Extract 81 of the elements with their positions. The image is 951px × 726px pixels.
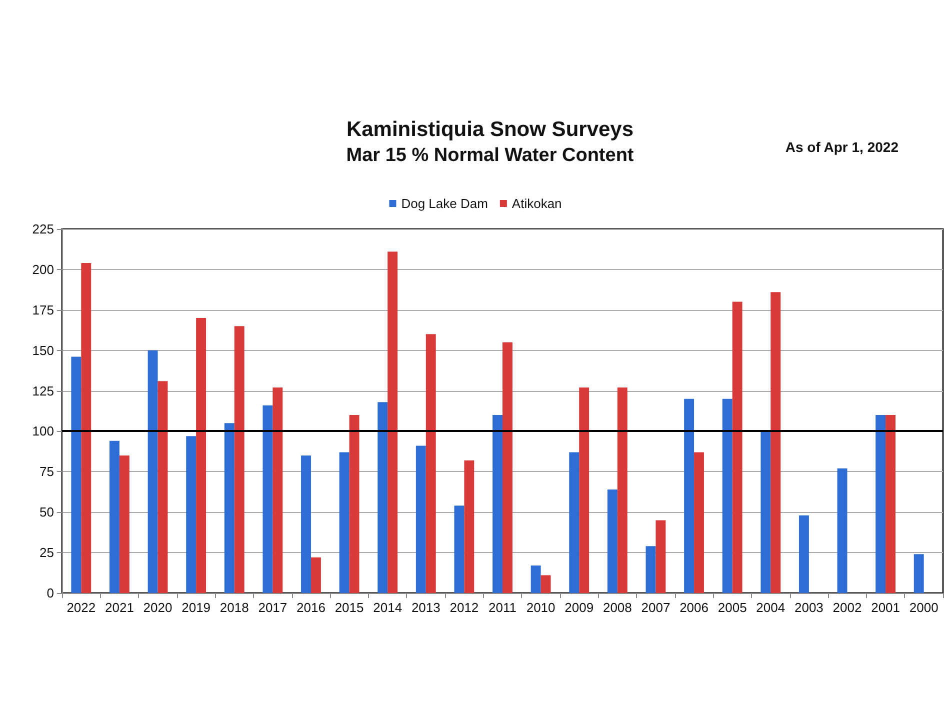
y-tick-label: 175 xyxy=(32,302,54,318)
x-tick-label: 2016 xyxy=(296,600,326,615)
x-tick-label: 2003 xyxy=(794,600,824,615)
x-tick-label: 2011 xyxy=(488,600,516,615)
y-tick-label: 50 xyxy=(40,504,54,520)
bar xyxy=(426,334,436,593)
bar xyxy=(262,405,273,593)
bar xyxy=(837,468,848,593)
bar xyxy=(148,350,158,593)
y-tick-label: 225 xyxy=(32,222,54,236)
bar xyxy=(301,455,311,593)
bar xyxy=(798,515,809,593)
bar xyxy=(81,262,92,593)
x-tick-label: 2018 xyxy=(220,600,249,615)
x-tick-label: 2022 xyxy=(66,600,96,615)
x-tick-label: 2015 xyxy=(334,600,364,615)
y-tick-label: 0 xyxy=(46,586,54,600)
x-tick-label: 2005 xyxy=(718,600,747,615)
bar xyxy=(196,318,206,593)
bar xyxy=(109,440,120,593)
y-tick-label: 150 xyxy=(32,342,54,358)
text: As of Apr 1, 2022 xyxy=(785,139,899,155)
y-tick-label: 25 xyxy=(40,545,54,560)
chart-subtitle: Mar 15 % Normal Water Content xyxy=(346,145,634,166)
bar xyxy=(454,506,464,593)
bar xyxy=(388,252,398,593)
bar xyxy=(617,388,628,593)
bar xyxy=(540,575,551,593)
x-tick-label: 2013 xyxy=(411,600,440,615)
bar xyxy=(186,436,196,593)
bar xyxy=(760,431,771,593)
bar xyxy=(464,460,474,593)
bar xyxy=(272,388,283,593)
bar xyxy=(876,415,886,593)
bar xyxy=(349,415,360,593)
x-tick-label: 2002 xyxy=(832,600,862,615)
bar xyxy=(770,292,781,593)
bar xyxy=(569,452,580,593)
bar xyxy=(732,302,742,593)
legend-label: Atikokan xyxy=(512,196,562,211)
y-tick-label: 100 xyxy=(32,424,54,439)
bar xyxy=(646,546,656,593)
x-tick-label: 2004 xyxy=(756,600,786,615)
x-tick-label: 2014 xyxy=(373,600,402,615)
y-tick-label: 200 xyxy=(32,262,54,277)
x-tick-label: 2020 xyxy=(143,600,172,615)
bar xyxy=(310,557,321,593)
y-tick-label: 75 xyxy=(40,464,54,480)
bar xyxy=(224,423,234,593)
bar xyxy=(914,554,924,593)
x-tick-label: 2021 xyxy=(104,600,134,615)
bar xyxy=(694,452,704,593)
bar xyxy=(607,489,618,593)
bar xyxy=(492,415,502,593)
x-tick-label: 2001 xyxy=(871,600,900,615)
bar xyxy=(234,326,244,593)
x-tick-label: 2000 xyxy=(909,600,938,615)
x-tick-label: 2012 xyxy=(450,600,479,615)
bar xyxy=(579,388,590,593)
legend-label: Dog Lake Dam xyxy=(401,196,488,211)
bar xyxy=(378,402,388,593)
y-tick-label: 125 xyxy=(32,383,54,398)
bar xyxy=(502,342,512,593)
x-tick-label: 2009 xyxy=(564,600,594,615)
chart-title: Kaministiquia Snow Surveys xyxy=(346,118,634,141)
x-tick-label: 2006 xyxy=(680,600,708,615)
bar xyxy=(416,446,426,593)
x-tick-label: 2019 xyxy=(182,600,211,615)
bar xyxy=(684,398,694,593)
bar xyxy=(339,452,350,593)
bar xyxy=(722,398,732,593)
x-tick-label: 2007 xyxy=(641,600,670,615)
bar xyxy=(71,356,82,593)
bar xyxy=(530,566,541,593)
x-tick-label: 2008 xyxy=(602,600,632,615)
bar xyxy=(656,520,666,593)
x-tick-label: 2010 xyxy=(526,600,556,615)
bar xyxy=(158,381,168,593)
bar xyxy=(886,415,896,593)
bar xyxy=(119,455,130,593)
x-tick-label: 2017 xyxy=(258,600,288,615)
